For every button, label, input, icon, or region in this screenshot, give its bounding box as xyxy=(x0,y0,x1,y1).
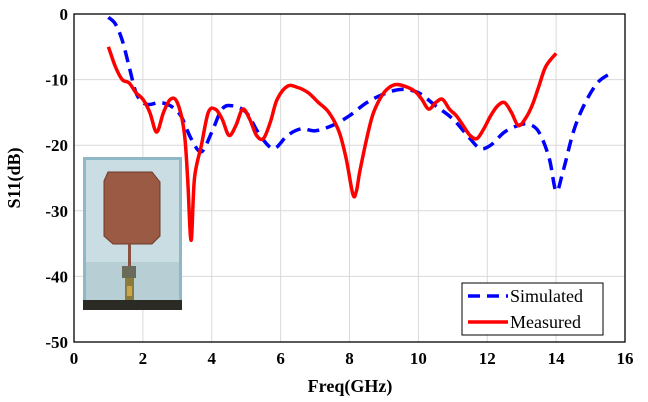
y-tick-label: 0 xyxy=(60,5,69,24)
legend-simulated-label: Simulated xyxy=(510,286,583,306)
y-axis-label: S11(dB) xyxy=(4,147,25,208)
y-tick-label: -20 xyxy=(45,136,68,155)
y-tick-labels: 0 -10 -20 -30 -40 -50 xyxy=(45,5,68,352)
x-tick-labels: 0 2 4 6 8 10 12 14 16 xyxy=(70,349,634,368)
x-tick-label: 12 xyxy=(479,349,496,368)
x-tick-label: 16 xyxy=(617,349,634,368)
series-simulated-line xyxy=(107,15,613,194)
x-tick-label: 6 xyxy=(276,349,285,368)
antenna-photo-inset xyxy=(83,157,182,310)
y-tick-label: -40 xyxy=(45,267,68,286)
legend-measured-label: Measured xyxy=(510,312,581,332)
x-tick-label: 10 xyxy=(410,349,427,368)
x-tick-label: 2 xyxy=(139,349,148,368)
y-tick-label: -30 xyxy=(45,202,68,221)
legend: Simulated Measured xyxy=(461,282,604,336)
series-measured-line xyxy=(106,46,558,243)
x-tick-label: 14 xyxy=(548,349,566,368)
series-layer xyxy=(106,15,613,243)
x-tick-label: 4 xyxy=(208,349,217,368)
plot-frame xyxy=(73,13,626,343)
x-tick-label: 8 xyxy=(345,349,354,368)
y-tick-label: -50 xyxy=(45,333,68,352)
x-tick-label: 0 xyxy=(70,349,79,368)
x-axis-label: Freq(GHz) xyxy=(308,376,393,397)
y-tick-label: -10 xyxy=(45,71,68,90)
